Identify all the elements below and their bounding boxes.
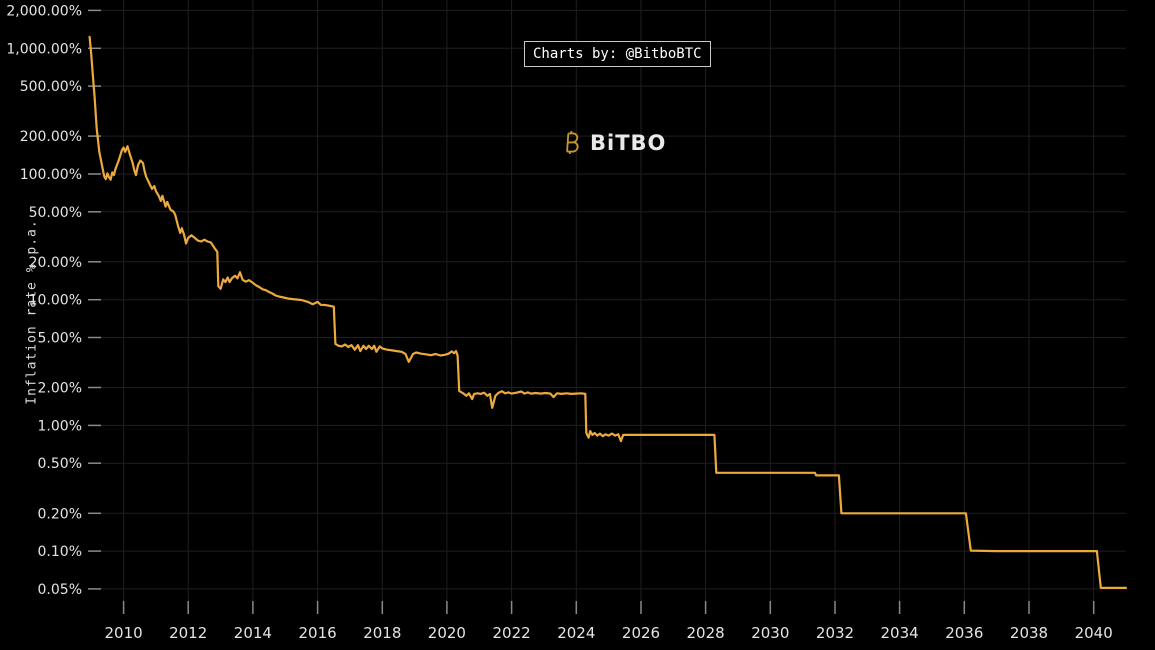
svg-text:1,000.00%: 1,000.00% (6, 41, 82, 57)
svg-text:2034: 2034 (881, 624, 919, 642)
svg-text:2,000.00%: 2,000.00% (6, 3, 82, 19)
svg-text:2036: 2036 (945, 624, 983, 642)
svg-text:2.00%: 2.00% (38, 381, 82, 397)
svg-text:0.20%: 0.20% (38, 506, 82, 522)
svg-text:10.00%: 10.00% (29, 293, 82, 309)
svg-text:1.00%: 1.00% (38, 418, 82, 434)
svg-text:2010: 2010 (105, 624, 143, 642)
svg-text:2016: 2016 (299, 624, 337, 642)
svg-text:50.00%: 50.00% (29, 205, 82, 221)
svg-text:2032: 2032 (816, 624, 854, 642)
svg-text:2012: 2012 (169, 624, 207, 642)
svg-text:0.50%: 0.50% (38, 456, 82, 472)
svg-text:2020: 2020 (428, 624, 466, 642)
svg-text:2030: 2030 (751, 624, 789, 642)
svg-text:500.00%: 500.00% (20, 79, 82, 95)
y-axis-title: Inflation rate % p.a. (24, 219, 40, 405)
svg-text:0.05%: 0.05% (38, 582, 82, 598)
svg-text:20.00%: 20.00% (29, 255, 82, 271)
svg-text:0.10%: 0.10% (38, 544, 82, 560)
chart-credit-badge: Charts by: @BitboBTC (524, 41, 711, 67)
svg-text:2026: 2026 (622, 624, 660, 642)
inflation-line (88, 35, 1128, 590)
gridlines (88, 0, 1126, 614)
svg-text:200.00%: 200.00% (20, 129, 82, 145)
svg-text:2024: 2024 (557, 624, 595, 642)
svg-text:5.00%: 5.00% (38, 331, 82, 347)
y-tick-labels: 2,000.00% 1,000.00% 500.00% 200.00% 100.00% 5… (6, 3, 82, 598)
chart-credit-text: Charts by: @BitboBTC (533, 46, 702, 62)
svg-text:2022: 2022 (493, 624, 531, 642)
svg-text:2018: 2018 (363, 624, 401, 642)
svg-text:2038: 2038 (1010, 624, 1048, 642)
svg-text:2040: 2040 (1075, 624, 1113, 642)
bitbo-logo: BiTBO (561, 129, 666, 156)
svg-text:100.00%: 100.00% (20, 167, 82, 183)
axis-ticks (88, 9, 1095, 614)
svg-text:2014: 2014 (234, 624, 272, 642)
x-tick-labels: 2010 2012 2014 2016 2018 2020 2022 2024 2026 2028… (105, 624, 1113, 642)
svg-text:2028: 2028 (687, 624, 725, 642)
bitbo-b-icon (561, 129, 582, 156)
bitbo-logo-text: BiTBO (590, 130, 667, 155)
